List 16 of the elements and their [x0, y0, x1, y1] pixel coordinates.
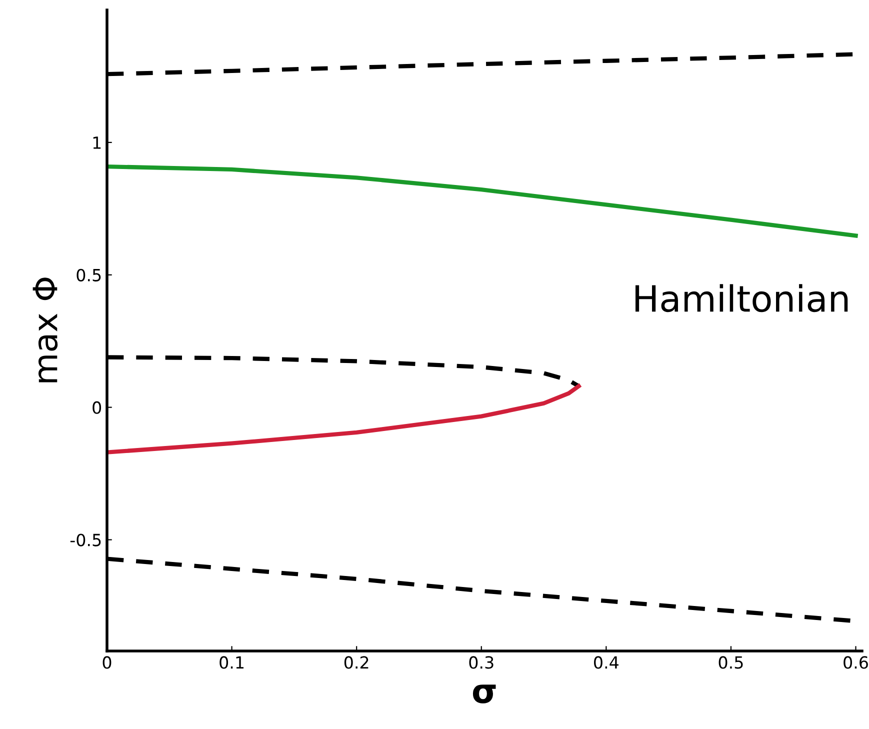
y-tick-label: -0.5 [70, 534, 101, 546]
x-tick-label: 0.3 [469, 656, 494, 669]
y-axis-title: max Φ [32, 278, 58, 382]
x-tick-label: 0.6 [844, 656, 868, 669]
y-tick-label: 0.5 [76, 268, 101, 282]
x-tick-label: 0.1 [220, 656, 244, 669]
x-tick-label: 0.4 [594, 656, 618, 669]
line-series [107, 384, 581, 454]
y-tick-label: 0 [92, 401, 102, 414]
y-tick-label: 1 [93, 136, 101, 149]
x-tick-label: 0.5 [718, 656, 743, 669]
x-tick-label: 0.2 [344, 656, 368, 669]
x-tick-label: 0 [102, 656, 112, 669]
annotation: Hamiltonian [636, 284, 848, 312]
line-series [107, 164, 858, 238]
x-axis-title: σ [472, 684, 496, 704]
